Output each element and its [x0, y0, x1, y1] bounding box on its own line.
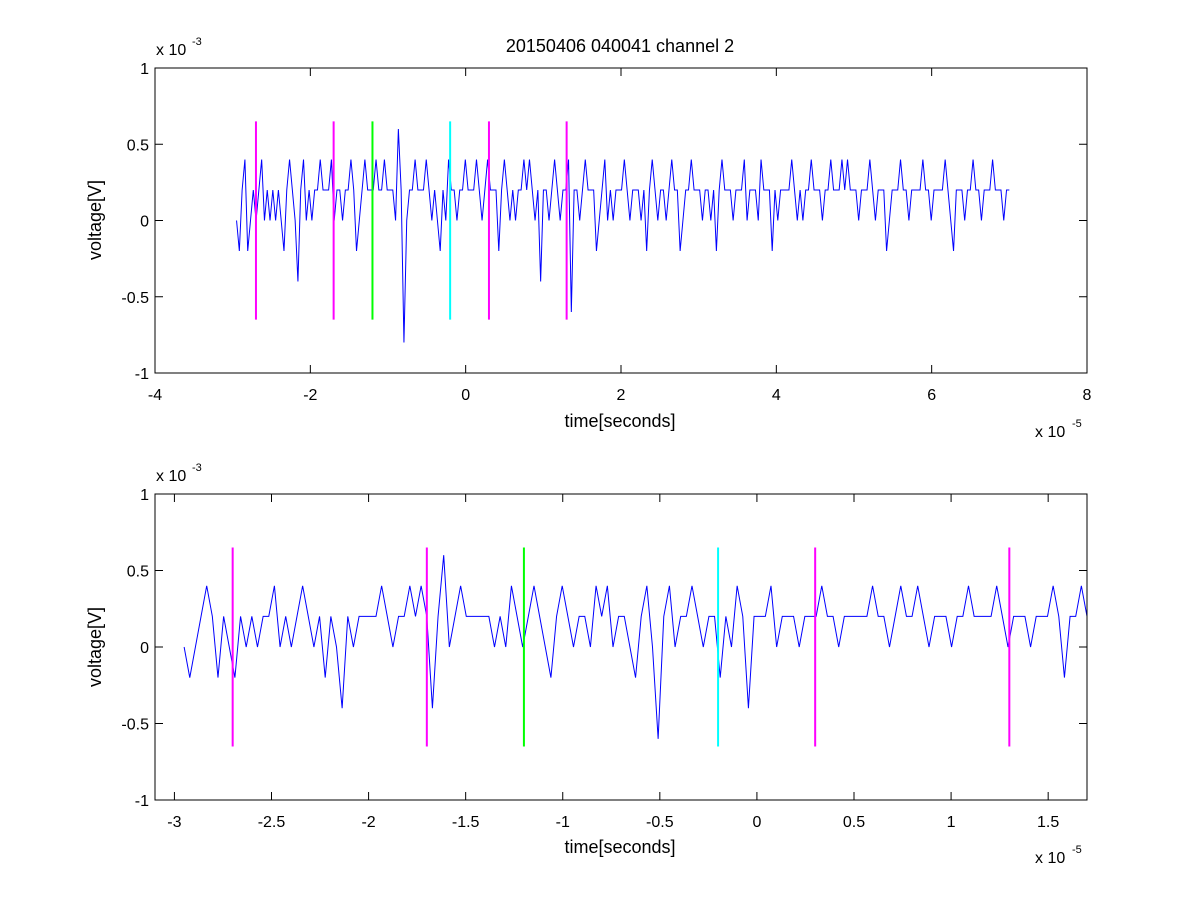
- bottom-plot-area: [183, 547, 1088, 747]
- bottom-x-multiplier: x 10 -5: [1035, 844, 1082, 867]
- top-x-tick-label-6: 8: [1083, 387, 1092, 404]
- bottom-y-tick-label-2: 0: [140, 640, 149, 657]
- bottom-axis-ticks: -3 -2.5 -2 -1.5 -1 -0.5 0 0.5 1 1.5 -1 -0.5 0 0.5 1: [121, 487, 1087, 831]
- bottom-x-tick-label-3: -1.5: [452, 814, 480, 831]
- top-axis-ticks: -4 -2 0 2 4 6 8 -1 -0.5 0 0.5 1: [121, 61, 1091, 404]
- top-signal-line: [236, 128, 1010, 343]
- bottom-y-tick-label-0: -1: [135, 793, 149, 810]
- top-y-tick-label-0: -1: [135, 366, 149, 383]
- bottom-x-tick-label-7: 0.5: [843, 814, 865, 831]
- top-x-tick-label-1: -2: [303, 387, 317, 404]
- bottom-y-multiplier-base: x 10: [156, 468, 186, 485]
- top-y-tick-label-1: -0.5: [121, 290, 149, 307]
- bottom-y-multiplier-exponent: -3: [192, 462, 202, 474]
- top-x-tick-label-2: 0: [461, 387, 470, 404]
- top-y-multiplier: x 10 -3: [156, 36, 202, 59]
- bottom-x-tick-label-2: -2: [361, 814, 375, 831]
- bottom-y-tick-label-1: -0.5: [121, 717, 149, 734]
- bottom-signal-line: [183, 555, 1088, 739]
- bottom-y-axis-label: voltage[V]: [85, 607, 105, 687]
- bottom-x-multiplier-base: x 10: [1035, 850, 1065, 867]
- bottom-x-tick-label-0: -3: [167, 814, 181, 831]
- bottom-x-tick-label-5: -0.5: [646, 814, 674, 831]
- top-x-axis-label: time[seconds]: [564, 411, 675, 431]
- top-y-tick-label-2: 0: [140, 214, 149, 231]
- bottom-x-tick-label-4: -1: [556, 814, 570, 831]
- bottom-x-tick-label-6: 0: [752, 814, 761, 831]
- bottom-y-multiplier: x 10 -3: [156, 462, 202, 485]
- bottom-x-tick-label-8: 1: [947, 814, 956, 831]
- top-subplot: 20150406 040041 channel 2 x 10 -3 -4 -2 0 2…: [85, 36, 1092, 441]
- bottom-x-multiplier-exponent: -5: [1072, 844, 1082, 856]
- top-y-multiplier-exponent: -3: [192, 36, 202, 48]
- top-y-axis-label: voltage[V]: [85, 180, 105, 260]
- top-x-tick-label-0: -4: [148, 387, 162, 404]
- top-x-multiplier-exponent: -5: [1072, 418, 1082, 430]
- bottom-y-tick-label-4: 1: [140, 487, 149, 504]
- top-y-multiplier-base: x 10: [156, 42, 186, 59]
- chart-title: 20150406 040041 channel 2: [506, 36, 734, 56]
- bottom-x-tick-label-9: 1.5: [1037, 814, 1059, 831]
- bottom-subplot: x 10 -3 -3 -2.5 -2 -1.5 -1 -0.5 0 0.5 1 1.5 -1 -0.5…: [85, 462, 1088, 867]
- top-plot-area: [236, 121, 1010, 343]
- bottom-y-tick-label-3: 0.5: [127, 564, 149, 581]
- bottom-x-tick-label-1: -2.5: [258, 814, 286, 831]
- bottom-axes-box: [154, 493, 1088, 801]
- top-x-tick-label-3: 2: [617, 387, 626, 404]
- bottom-x-axis-label: time[seconds]: [564, 837, 675, 857]
- top-x-multiplier: x 10 -5: [1035, 418, 1082, 441]
- top-y-tick-label-4: 1: [140, 61, 149, 78]
- top-x-tick-label-5: 6: [927, 387, 936, 404]
- top-x-multiplier-base: x 10: [1035, 424, 1065, 441]
- top-x-tick-label-4: 4: [772, 387, 781, 404]
- top-y-tick-label-3: 0.5: [127, 137, 149, 154]
